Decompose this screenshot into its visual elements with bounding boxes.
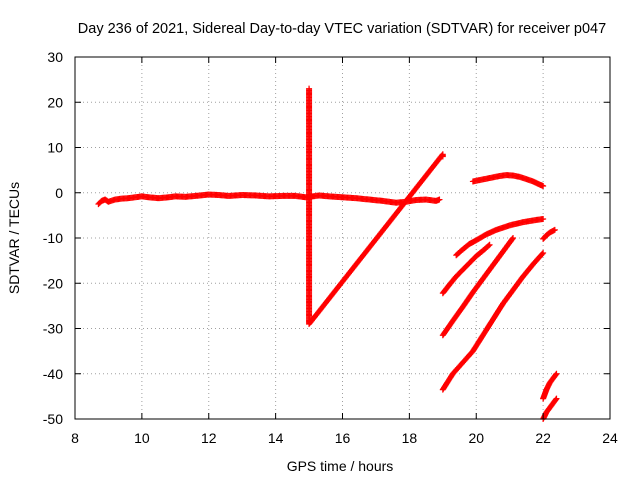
data-point — [553, 370, 560, 377]
x-tick-label: 16 — [335, 430, 351, 446]
data-point — [509, 235, 516, 242]
series-track-4 — [439, 249, 547, 393]
series-main-band — [95, 191, 443, 208]
data-point — [436, 196, 443, 203]
x-tick-label: 20 — [468, 430, 484, 446]
series-track-6 — [540, 370, 560, 402]
data-point — [485, 242, 492, 249]
data-point — [540, 249, 547, 256]
y-tick-label: -30 — [43, 321, 63, 337]
data-point — [540, 215, 547, 222]
data-point — [539, 250, 546, 257]
data-point — [552, 371, 559, 378]
x-tick-label: 14 — [268, 430, 284, 446]
y-tick-label: -20 — [43, 275, 63, 291]
x-tick-label: 18 — [402, 430, 418, 446]
series-track-1 — [453, 215, 547, 259]
data-point — [553, 395, 560, 402]
y-tick-label: 30 — [47, 49, 63, 65]
x-tick-label: 22 — [535, 430, 551, 446]
x-tick-label: 24 — [602, 430, 618, 446]
axis-ticks: 8 10 12 14 16 18 20 22 24 30 20 10 0 -10 -20 -30 -40 -50 — [43, 49, 618, 446]
y-tick-label: -10 — [43, 230, 63, 246]
data-point — [439, 153, 446, 160]
data-point — [510, 235, 517, 241]
y-tick-label: 20 — [47, 94, 63, 110]
y-tick-label: -50 — [43, 411, 63, 427]
data-marks — [95, 85, 560, 422]
y-tick-label: 10 — [47, 140, 63, 156]
data-point — [551, 226, 558, 233]
y-axis-label: SDTVAR / TECUs — [6, 182, 22, 294]
chart-title: Day 236 of 2021, Sidereal Day-to-day VTE… — [78, 21, 606, 37]
grid-lines — [75, 57, 610, 419]
y-tick-label: -40 — [43, 366, 63, 382]
series-upper-arc — [469, 172, 547, 189]
data-point — [552, 396, 559, 403]
x-tick-label: 10 — [134, 430, 150, 446]
series-track-5 — [540, 226, 558, 242]
series-outliers — [306, 85, 446, 327]
y-tick-label: 0 — [55, 185, 63, 201]
data-point — [540, 182, 547, 189]
x-tick-label: 8 — [71, 430, 79, 446]
x-axis-label: GPS time / hours — [287, 458, 394, 474]
x-tick-label: 12 — [201, 430, 217, 446]
series-track-2 — [439, 241, 493, 297]
data-point — [486, 241, 493, 248]
series-track-3 — [439, 235, 517, 339]
series-track-7 — [540, 395, 560, 422]
